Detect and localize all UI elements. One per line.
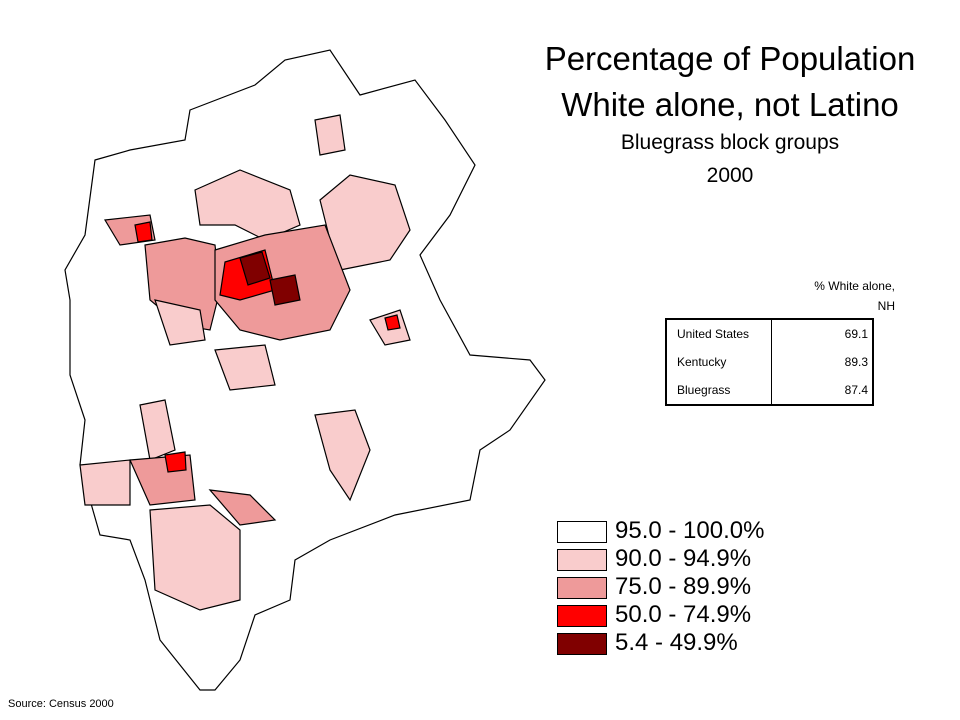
- row-value: 69.1: [771, 319, 874, 348]
- source: Source: Census 2000: [8, 698, 114, 710]
- legend-swatch: [557, 605, 607, 627]
- stats-table: United States 69.1 Kentucky 89.3 Bluegrass 87…: [665, 318, 874, 406]
- map-region: [139, 399, 176, 461]
- legend-swatch: [557, 633, 607, 655]
- legend-label: 95.0 - 100.0%: [615, 517, 765, 544]
- legend-swatch: [557, 549, 607, 571]
- map-region: [269, 274, 301, 306]
- map-region: [164, 451, 187, 473]
- row-value: 89.3: [771, 348, 874, 376]
- legend-label: 5.4 - 49.9%: [615, 629, 738, 656]
- row-label: United States: [665, 319, 772, 348]
- map-region: [79, 459, 131, 506]
- subtitle: 2000: [706, 164, 754, 187]
- legend-swatch: [557, 577, 607, 599]
- table-row: Bluegrass 87.4: [665, 376, 874, 405]
- map-region: [149, 504, 241, 611]
- row-value: 87.4: [771, 376, 874, 405]
- map-region: [314, 114, 346, 156]
- map-region: [154, 299, 206, 346]
- legend-label: 90.0 - 94.9%: [615, 545, 752, 572]
- row-label: Kentucky: [665, 348, 772, 376]
- title: White alone, not Latino: [561, 86, 899, 123]
- map-region: [134, 221, 153, 243]
- table-row: United States 69.1: [665, 319, 874, 348]
- table-row: Kentucky 89.3: [665, 348, 874, 376]
- map: [64, 49, 546, 691]
- map-region: [214, 344, 276, 391]
- map-region: [239, 251, 271, 286]
- map-region: [314, 409, 371, 502]
- legend-swatch: [557, 521, 607, 543]
- legend-label: 75.0 - 89.9%: [615, 573, 752, 600]
- row-label: Bluegrass: [665, 376, 772, 405]
- subtitle: Bluegrass block groups: [620, 131, 840, 154]
- title: Percentage of Population: [544, 40, 916, 77]
- legend-label: 50.0 - 74.9%: [615, 601, 752, 628]
- map-region: [208, 489, 277, 526]
- table-header: % White alone, NH: [814, 279, 895, 313]
- map-region: [64, 49, 546, 691]
- map-region: [384, 314, 401, 331]
